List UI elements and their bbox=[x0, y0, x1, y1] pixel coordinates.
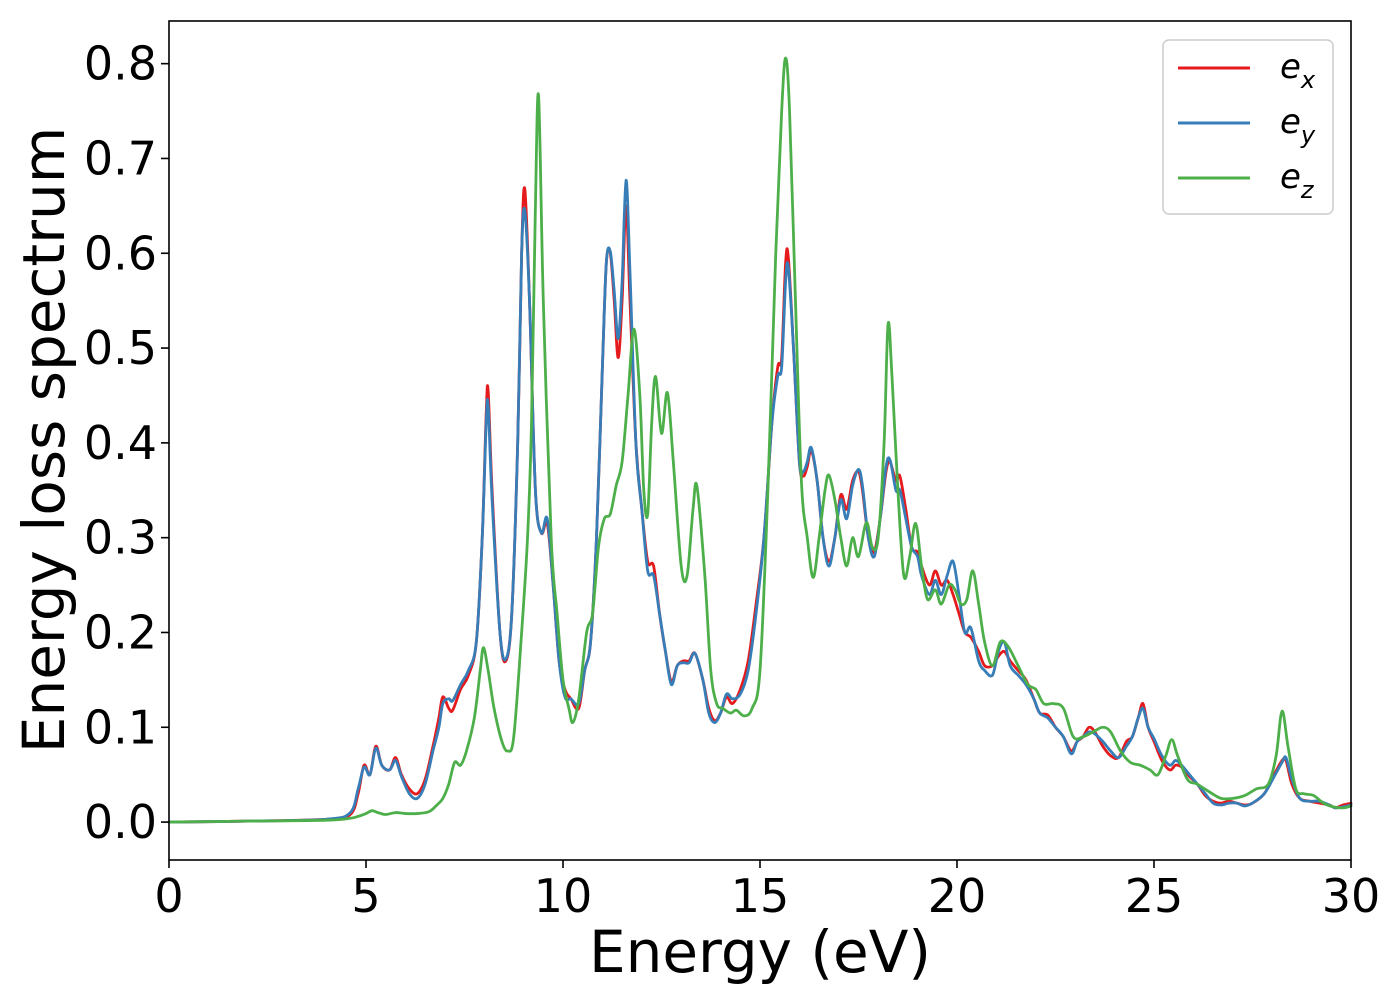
x-tick-label: 10 bbox=[534, 869, 593, 923]
y-tick-label: 0.8 bbox=[84, 37, 157, 91]
x-axis-ticks: 0 5 10 15 20 25 30 bbox=[154, 860, 1380, 923]
y-axis-ticks: 0.0 0.1 0.2 0.3 0.4 0.5 0.6 0.7 0.8 bbox=[84, 37, 169, 849]
series-layer bbox=[167, 56, 1353, 824]
x-tick-label: 0 bbox=[154, 869, 183, 923]
x-tick-label: 5 bbox=[351, 869, 380, 923]
plot-background bbox=[169, 21, 1351, 860]
x-axis-label: Energy (eV) bbox=[589, 918, 931, 986]
series-line-e_y bbox=[167, 178, 1353, 824]
series-line-e_z bbox=[167, 56, 1353, 824]
y-tick-label: 0.3 bbox=[84, 511, 157, 565]
y-tick-label: 0.2 bbox=[84, 605, 157, 659]
x-tick-label: 30 bbox=[1322, 869, 1381, 923]
y-tick-label: 0.6 bbox=[84, 226, 157, 280]
legend-label-e_y: ey bbox=[1280, 102, 1316, 149]
x-tick-label: 25 bbox=[1125, 869, 1184, 923]
y-tick-label: 0.1 bbox=[84, 700, 157, 754]
legend-label-e_x: ex bbox=[1280, 47, 1316, 94]
y-tick-label: 0.0 bbox=[84, 795, 157, 849]
x-tick-label: 15 bbox=[731, 869, 790, 923]
x-tick-label: 20 bbox=[928, 869, 987, 923]
legend-box bbox=[1162, 39, 1334, 215]
legend-label-e_z: ez bbox=[1280, 157, 1315, 204]
y-tick-label: 0.4 bbox=[84, 416, 157, 470]
legend: ex ey ez bbox=[1162, 39, 1334, 215]
y-tick-label: 0.7 bbox=[84, 131, 157, 185]
y-axis-label: Energy loss spectrum bbox=[10, 127, 78, 753]
y-tick-label: 0.5 bbox=[84, 321, 157, 375]
